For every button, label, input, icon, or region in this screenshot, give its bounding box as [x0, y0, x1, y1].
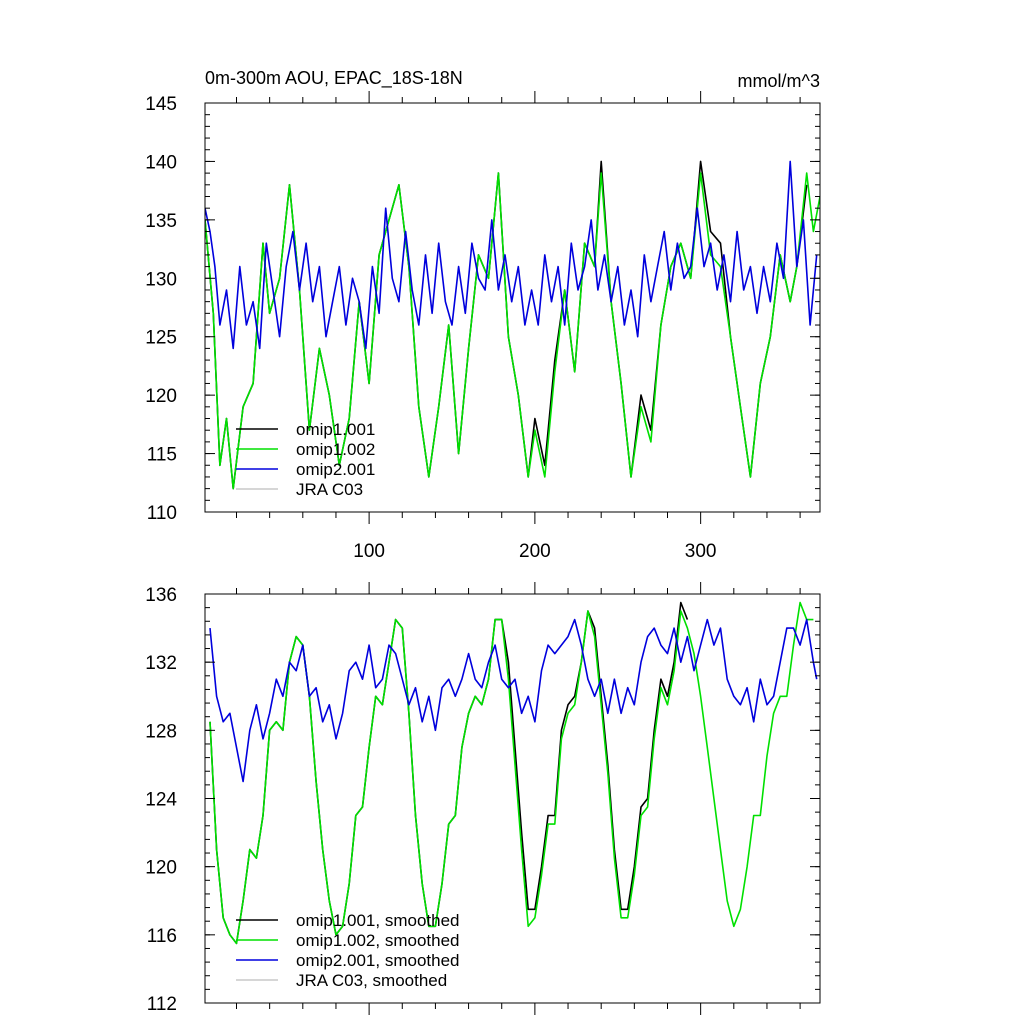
top-y-tick-label: 110: [147, 503, 177, 524]
bottom-series-line-1: [209, 601, 689, 945]
bottom-y-tick-label: 124: [145, 790, 177, 811]
top-plot-frame: [204, 102, 821, 513]
top-x-tick-label: 100: [353, 541, 385, 562]
top-legend-label-4: JRA C03: [296, 480, 363, 499]
top-y-tick-label: 115: [147, 445, 177, 466]
top-x-tick-label: 200: [519, 541, 551, 562]
bottom-panel: 112 116 120 124 128 132 136 omip1.001, smoothed…: [145, 582, 821, 1015]
top-chart-title: 0m-300m AOU, EPAC_18S-18N: [205, 68, 463, 89]
top-legend-label-1: omip1.001: [296, 420, 375, 439]
top-y-tick-label: 135: [145, 211, 177, 232]
bottom-legend-label-3: omip2.001, smoothed: [296, 951, 460, 970]
bottom-y-tick-label: 120: [145, 858, 177, 879]
top-legend-label-2: omip1.002: [296, 440, 375, 459]
top-y-tick-label: 145: [145, 94, 177, 115]
top-series-line-3: [205, 160, 818, 350]
bottom-y-tick-label: 116: [147, 926, 177, 947]
bottom-legend-label-4: JRA C03, smoothed: [296, 971, 447, 990]
top-chart-units: mmol/m^3: [738, 71, 820, 91]
bottom-series-line-2: [209, 601, 814, 945]
bottom-y-tick-label: 132: [145, 653, 177, 674]
top-y-tick-label: 120: [145, 386, 177, 407]
top-x-tick-label: 300: [685, 541, 717, 562]
top-y-tick-label: 125: [145, 328, 177, 349]
top-y-tick-label: 130: [145, 269, 177, 290]
top-panel: 110 115 120 125 130 135 140 145 100 200 300 omip1.0…: [145, 91, 821, 562]
bottom-y-tick-label: 136: [145, 585, 177, 606]
bottom-legend-label-2: omip1.002, smoothed: [296, 931, 460, 950]
top-y-tick-label: 140: [145, 152, 177, 173]
bottom-y-tick-label: 128: [145, 721, 177, 742]
bottom-series-line-3: [209, 618, 818, 783]
top-legend-label-3: omip2.001: [296, 460, 375, 479]
bottom-legend-label-1: omip1.001, smoothed: [296, 911, 460, 930]
bottom-y-tick-label: 112: [147, 994, 177, 1015]
